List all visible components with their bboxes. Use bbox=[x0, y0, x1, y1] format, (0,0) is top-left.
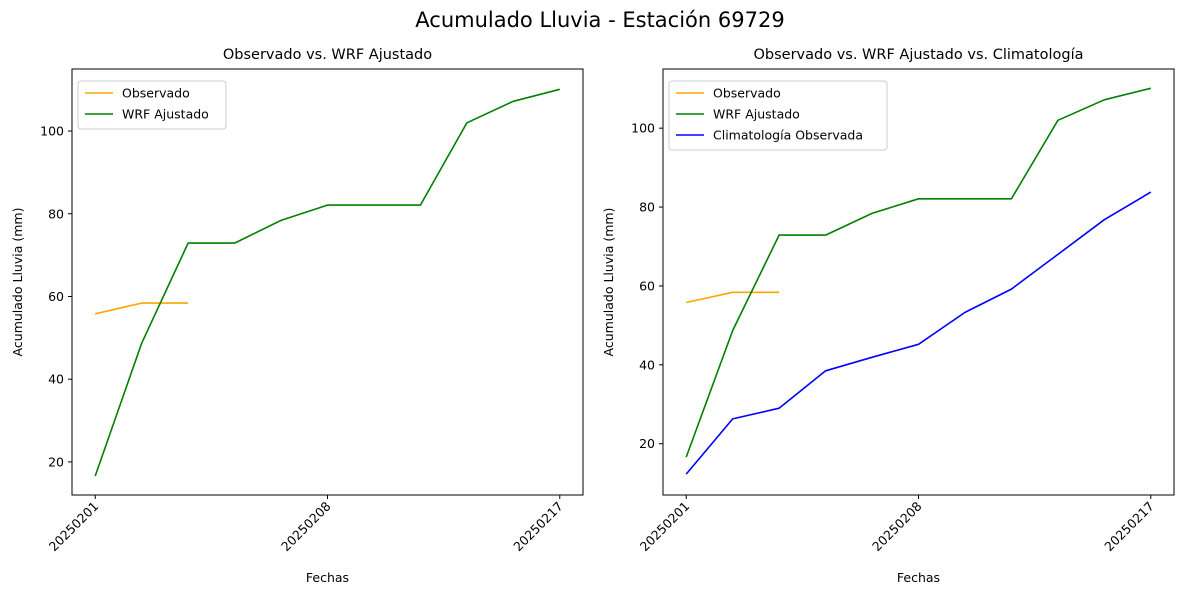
x-tick-label: 20250217 bbox=[1101, 499, 1157, 555]
y-axis-label: Acumulado Lluvia (mm) bbox=[10, 208, 25, 357]
y-tick-label: 40 bbox=[639, 357, 655, 372]
chart-title: Observado vs. WRF Ajustado bbox=[223, 47, 432, 63]
legend-label: Observado bbox=[122, 86, 190, 101]
y-tick-label: 60 bbox=[639, 278, 655, 293]
legend-label: Observado bbox=[713, 86, 781, 101]
legend-label: WRF Ajustado bbox=[122, 107, 209, 122]
y-tick-label: 100 bbox=[40, 124, 64, 139]
series-line-observado bbox=[686, 291, 780, 304]
legend-box bbox=[668, 80, 888, 151]
series-line-observado bbox=[95, 302, 189, 315]
chart-panel-2: Observado vs. WRF Ajustado vs. Climatolo… bbox=[601, 47, 1175, 585]
x-tick-label: 20250208 bbox=[278, 498, 334, 554]
figure-title: Acumulado Lluvia - Estación 69729 bbox=[415, 8, 785, 32]
y-tick-label: 20 bbox=[48, 454, 64, 469]
legend-label: Climatología Observada bbox=[713, 128, 863, 143]
y-tick-label: 20 bbox=[639, 436, 655, 451]
y-tick-label: 80 bbox=[48, 206, 64, 221]
y-tick-label: 100 bbox=[631, 121, 655, 136]
x-axis-label: Fechas bbox=[897, 570, 940, 585]
x-axis-label: Fechas bbox=[306, 570, 349, 585]
plot-frame bbox=[662, 68, 1175, 496]
series-line-wrf-ajustado bbox=[685, 87, 1151, 458]
x-tick-label: 20250201 bbox=[46, 499, 102, 555]
legend-box bbox=[77, 80, 227, 130]
legend-label: WRF Ajustado bbox=[713, 107, 800, 122]
chart-panel-1: Observado vs. WRF Ajustado 20 40 60 80 100 202… bbox=[10, 47, 584, 585]
y-tick-label: 60 bbox=[48, 289, 64, 304]
y-tick-label: 80 bbox=[639, 200, 655, 215]
series-line-climatolog-a-observada bbox=[685, 191, 1152, 475]
y-axis-label: Acumulado Lluvia (mm) bbox=[601, 208, 616, 357]
legend: Observado WRF Ajustado bbox=[77, 80, 227, 130]
y-tick-label: 40 bbox=[48, 372, 64, 387]
plot-frame bbox=[71, 68, 584, 496]
x-tick-label: 20250208 bbox=[869, 498, 925, 554]
series-line-wrf-ajustado bbox=[94, 88, 560, 477]
chart-title: Observado vs. WRF Ajustado vs. Climatolo… bbox=[754, 47, 1084, 63]
legend: Observado WRF Ajustado Climatología Observ… bbox=[668, 80, 888, 151]
x-tick-label: 20250217 bbox=[510, 499, 566, 555]
x-tick-label: 20250201 bbox=[637, 499, 693, 555]
